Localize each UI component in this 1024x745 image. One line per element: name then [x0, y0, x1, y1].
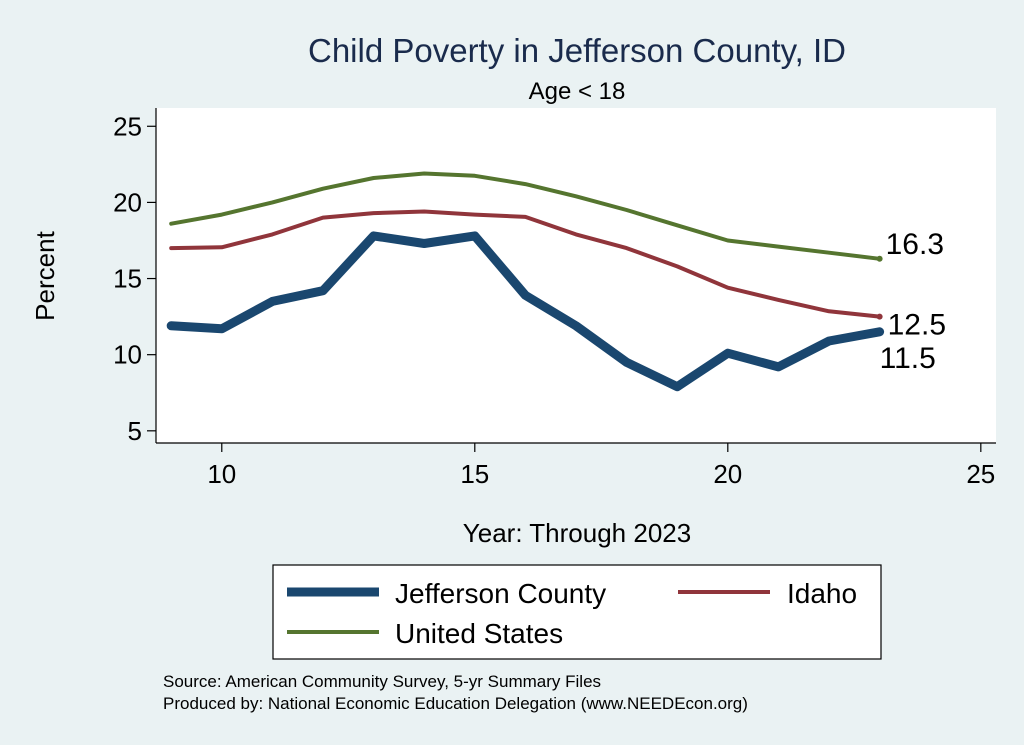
chart-subtitle: Age < 18: [529, 78, 626, 105]
y-tick-label: 15: [113, 264, 142, 294]
series-lines: [166, 171, 885, 392]
end-label-united-states: 16.3: [886, 228, 944, 261]
x-tick-label: 10: [207, 459, 236, 489]
x-tick-label: 20: [713, 459, 742, 489]
x-ticks: 10 15 20 25: [207, 443, 995, 489]
plot-area: [156, 108, 996, 443]
x-tick-label: 15: [460, 459, 489, 489]
legend-label-idaho: Idaho: [787, 578, 857, 609]
x-axis-label: Year: Through 2023: [463, 518, 691, 548]
legend: Jefferson County Idaho United States: [272, 564, 882, 660]
x-tick-label: 25: [966, 459, 995, 489]
end-label-idaho: 12.5: [888, 309, 946, 342]
legend-label-jefferson: Jefferson County: [395, 578, 606, 609]
y-tick-label: 5: [128, 416, 142, 446]
y-tick-label: 20: [113, 187, 142, 217]
y-axis-label: Percent: [30, 230, 60, 320]
y-tick-label: 10: [113, 340, 142, 370]
source-note: Source: American Community Survey, 5-yr …: [163, 672, 601, 691]
end-point-jefferson-county: [876, 328, 883, 335]
series-line-idaho: [169, 209, 882, 319]
legend-box: [272, 564, 882, 660]
y-tick-label: 25: [113, 111, 142, 141]
series-line-jefferson-county: [166, 231, 885, 392]
end-labels: 11.512.5 16.3: [876, 228, 946, 375]
y-ticks: 5 10 15 20 25: [113, 111, 156, 446]
end-point-idaho: [876, 313, 883, 320]
legend-label-united-states: United States: [395, 618, 563, 649]
chart-title: Child Poverty in Jefferson County, ID: [308, 32, 846, 69]
end-label-jefferson-county: 11.5: [880, 342, 936, 375]
produced-by-note: Produced by: National Economic Education…: [163, 694, 748, 713]
series-line-united-states: [169, 171, 882, 261]
end-point-united-states: [876, 255, 883, 262]
